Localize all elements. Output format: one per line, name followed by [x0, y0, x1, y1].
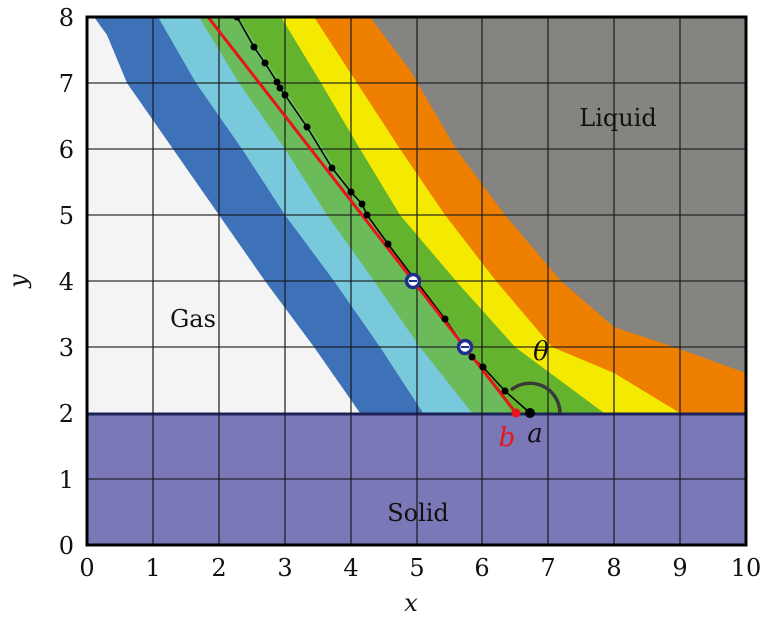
gas-region — [87, 17, 360, 413]
y-tick: 2 — [59, 400, 74, 428]
y-tick: 1 — [59, 466, 74, 494]
x-tick: 1 — [145, 554, 160, 582]
point-a-marker — [525, 408, 535, 418]
y-tick: 7 — [59, 70, 74, 98]
liquid-label: Liquid — [579, 104, 656, 132]
axes-frame — [85, 15, 748, 547]
y-tick: 6 — [59, 136, 74, 164]
y-tick: 8 — [59, 4, 74, 32]
x-axis-label: x — [404, 589, 418, 617]
plot-area: Gas Liquid Solid θ — [87, 17, 746, 545]
x-tick: 9 — [672, 554, 687, 582]
solid-label: Solid — [387, 499, 449, 527]
y-axis-label: y — [4, 274, 32, 289]
y-tick: 5 — [59, 202, 74, 230]
x-tick: 7 — [540, 554, 555, 582]
x-tick: 2 — [211, 554, 226, 582]
y-tick-labels: 0 1 2 3 4 5 6 7 8 — [59, 4, 74, 560]
grid — [87, 17, 746, 545]
x-tick-labels: 0 1 2 3 4 5 6 7 8 9 10 — [79, 554, 761, 582]
gas-label: Gas — [170, 305, 216, 333]
point-b-label: b — [499, 423, 516, 453]
x-tick: 5 — [409, 554, 424, 582]
ring-marker-2 — [456, 338, 474, 356]
y-tick: 4 — [59, 268, 74, 296]
x-tick: 0 — [79, 554, 94, 582]
theta-label: θ — [533, 337, 549, 367]
x-tick: 6 — [474, 554, 489, 582]
x-tick: 4 — [343, 554, 358, 582]
y-tick: 3 — [59, 334, 74, 362]
theta-arc — [509, 381, 562, 414]
x-tick: 3 — [277, 554, 292, 582]
ring-marker-1 — [404, 272, 422, 290]
y-tick: 0 — [59, 532, 74, 560]
x-tick: 10 — [731, 554, 762, 582]
point-b-marker — [511, 408, 521, 418]
black-path-points — [233, 17, 509, 395]
x-tick: 8 — [606, 554, 621, 582]
point-a-label: a — [527, 419, 543, 449]
